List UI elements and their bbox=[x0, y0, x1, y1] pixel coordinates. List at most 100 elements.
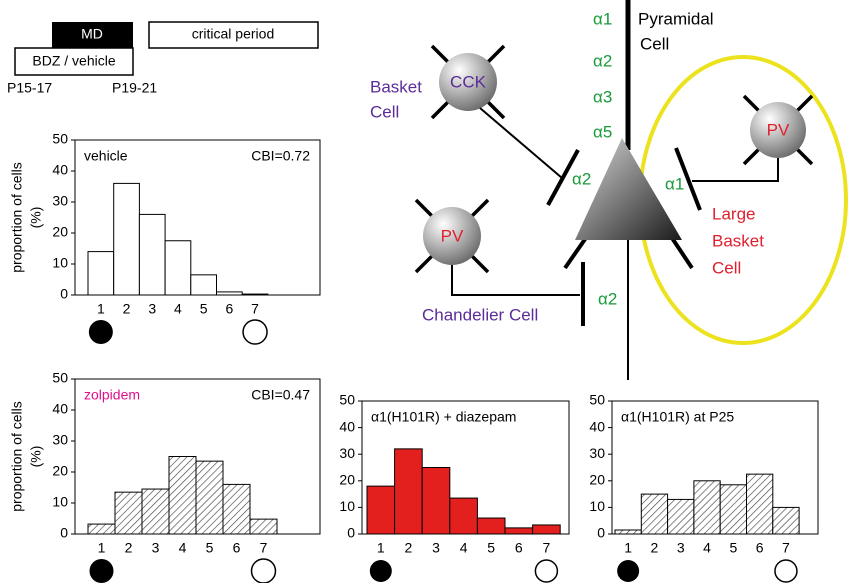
receptor-label: α5 bbox=[593, 122, 612, 141]
bar bbox=[139, 214, 165, 295]
start-label: P15-17 bbox=[7, 80, 52, 96]
basket-label: Cell bbox=[370, 102, 399, 121]
x-tick-label: 4 bbox=[460, 540, 468, 556]
x-tick-label: 3 bbox=[432, 540, 440, 556]
y-tick-label: 10 bbox=[589, 498, 605, 514]
large-basket-label: Basket bbox=[712, 231, 764, 250]
x-tick-label: 4 bbox=[174, 301, 182, 317]
x-tick-label: 4 bbox=[179, 540, 187, 556]
receptor-label: α1 bbox=[665, 174, 684, 193]
y-tick-label: 20 bbox=[589, 472, 605, 488]
chandelier-axon bbox=[452, 265, 580, 295]
x-tick-label: 7 bbox=[782, 540, 790, 556]
page: MD critical period BDZ / vehicle P15-17 … bbox=[0, 0, 851, 583]
y-tick-label: 50 bbox=[52, 370, 68, 386]
y-tick-label: 10 bbox=[339, 498, 355, 514]
chart-annotation: CBI=0.72 bbox=[251, 148, 310, 164]
large-basket-label: Cell bbox=[712, 258, 741, 277]
y-tick-label: 50 bbox=[339, 392, 355, 408]
y-axis-label: proportion of cells bbox=[9, 401, 25, 512]
x-tick-label: 3 bbox=[152, 540, 160, 556]
input-marker bbox=[617, 560, 639, 582]
y-tick-label: 0 bbox=[347, 525, 355, 541]
receptor-label: α2 bbox=[593, 51, 612, 70]
receptor-label: α1 bbox=[593, 9, 612, 28]
input-marker bbox=[775, 560, 797, 582]
y-tick-label: 30 bbox=[52, 193, 68, 209]
basket-axon bbox=[480, 108, 562, 178]
y-tick-label: 20 bbox=[52, 224, 68, 240]
bar bbox=[114, 183, 140, 295]
x-tick-label: 1 bbox=[97, 301, 105, 317]
chart-annotation: CBI=0.47 bbox=[251, 387, 310, 403]
receptor-label: α3 bbox=[593, 87, 612, 106]
bar bbox=[196, 461, 223, 534]
bar bbox=[641, 494, 667, 534]
bar bbox=[747, 474, 773, 534]
critical-label: critical period bbox=[192, 26, 274, 42]
x-tick-label: 5 bbox=[487, 540, 495, 556]
y-tick-label: 0 bbox=[60, 525, 68, 541]
input-marker bbox=[370, 560, 392, 582]
y-tick-label: 50 bbox=[52, 131, 68, 147]
x-tick-label: 6 bbox=[225, 301, 233, 317]
y-tick-label: 50 bbox=[589, 392, 605, 408]
bar bbox=[242, 294, 268, 295]
x-tick-label: 1 bbox=[377, 540, 385, 556]
chart-title: α1(H101R) + diazepam bbox=[371, 409, 516, 425]
input-marker bbox=[89, 320, 113, 344]
bar bbox=[165, 241, 191, 295]
chart-title: zolpidem bbox=[84, 387, 140, 403]
bar bbox=[773, 507, 799, 534]
y-axis-label: proportion of cells bbox=[9, 162, 25, 273]
bar bbox=[668, 499, 694, 534]
y-tick-label: 10 bbox=[52, 494, 68, 510]
input-marker bbox=[535, 560, 557, 582]
x-tick-label: 5 bbox=[729, 540, 737, 556]
x-tick-label: 6 bbox=[233, 540, 241, 556]
x-tick-label: 2 bbox=[123, 301, 131, 317]
basket-label: Basket bbox=[370, 77, 422, 96]
y-tick-label: 0 bbox=[60, 286, 68, 302]
y-tick-label: 30 bbox=[339, 445, 355, 461]
pv-label: PV bbox=[767, 120, 790, 139]
bar bbox=[217, 292, 243, 295]
bar bbox=[367, 486, 395, 534]
bar bbox=[450, 498, 478, 534]
x-tick-label: 7 bbox=[260, 540, 268, 556]
highlight-ellipse bbox=[640, 57, 846, 343]
x-tick-label: 1 bbox=[624, 540, 632, 556]
treatment-label: BDZ / vehicle bbox=[32, 53, 115, 69]
y-tick-label: 20 bbox=[339, 472, 355, 488]
pyramidal-label: Pyramidal bbox=[638, 9, 714, 28]
y-tick-label: 0 bbox=[597, 525, 605, 541]
bar bbox=[533, 525, 561, 534]
x-tick-label: 6 bbox=[515, 540, 523, 556]
x-tick-label: 1 bbox=[98, 540, 106, 556]
x-tick-label: 5 bbox=[206, 540, 214, 556]
x-tick-label: 2 bbox=[651, 540, 659, 556]
y-tick-label: 40 bbox=[339, 418, 355, 434]
x-tick-label: 7 bbox=[251, 301, 259, 317]
input-marker bbox=[252, 559, 276, 583]
bar bbox=[115, 492, 142, 534]
bar bbox=[142, 489, 169, 534]
bar bbox=[395, 449, 423, 534]
y-tick-label: 30 bbox=[589, 445, 605, 461]
y-tick-label: 40 bbox=[589, 418, 605, 434]
timeline: MD critical period BDZ / vehicle P15-17 … bbox=[7, 22, 318, 96]
x-tick-label: 4 bbox=[703, 540, 711, 556]
bar bbox=[694, 481, 720, 534]
bar bbox=[169, 457, 196, 535]
pyramidal-label: Cell bbox=[640, 34, 669, 53]
bar bbox=[720, 485, 746, 534]
y-tick-label: 40 bbox=[52, 401, 68, 417]
input-marker bbox=[90, 559, 114, 583]
y-tick-label: 30 bbox=[52, 432, 68, 448]
bar bbox=[615, 530, 641, 534]
x-tick-label: 7 bbox=[543, 540, 551, 556]
y-axis-label: (%) bbox=[28, 207, 44, 229]
x-tick-label: 2 bbox=[405, 540, 413, 556]
receptor-label: α2 bbox=[598, 289, 617, 308]
pv-label: PV bbox=[441, 226, 464, 245]
